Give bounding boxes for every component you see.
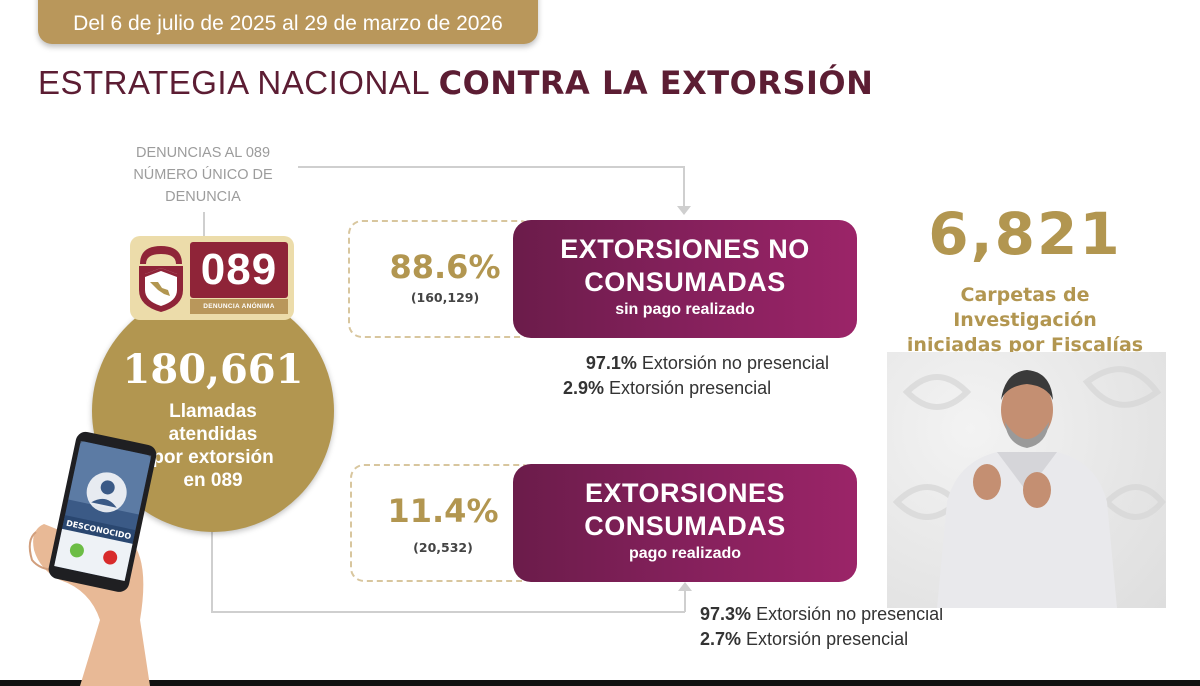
card-title-line: CONSUMADAS (584, 511, 786, 541)
denuncias-label-line: DENUNCIA (165, 189, 241, 205)
calls-desc-line: en 089 (183, 470, 243, 491)
consumadas-breakdown: 97.3% Extorsión no presencial 2.7% Extor… (700, 602, 943, 652)
breakdown-pct: 2.7% (700, 629, 742, 649)
arrow-up-icon (678, 582, 692, 591)
carpetas-desc-line: iniciadas por Fiscalías (906, 334, 1144, 353)
breakdown-pct: 97.1% (585, 353, 637, 373)
breakdown-pct: 2.9% (563, 378, 605, 398)
card-title-line: EXTORSIONES (584, 478, 786, 508)
arrow-down-icon (677, 206, 691, 215)
denuncias-label-line: DENUNCIAS AL 089 (135, 145, 271, 161)
page-title: ESTRATEGIA NACIONAL CONTRA LA EXTORSIÓN (38, 64, 873, 102)
calls-description: Llamadas atendidas por extorsión en 089 (92, 400, 334, 492)
card-title-line: CONSUMADAS (584, 267, 786, 297)
logo-089: 089 DENUNCIA ANÓNIMA (130, 236, 294, 320)
breakdown-row: 2.9% Extorsión presencial (545, 376, 829, 401)
calls-number: 180,661 (122, 346, 304, 393)
card-title-line: EXTORSIONES NO (560, 234, 810, 264)
consumadas-percent: 11.4% (387, 492, 499, 530)
calls-desc-line: atendidas (168, 424, 258, 445)
consumadas-card: EXTORSIONES CONSUMADAS pago realizado (513, 464, 857, 582)
calls-desc-line: Llamadas (169, 401, 257, 422)
breakdown-label: Extorsión no presencial (756, 604, 944, 624)
no-consumadas-card: EXTORSIONES NO CONSUMADAS sin pago reali… (513, 220, 857, 338)
no-consumadas-subtitle: sin pago realizado (615, 301, 755, 318)
connector-label-to-logo (203, 212, 205, 238)
shield-phone-icon (139, 246, 183, 312)
breakdown-pct: 97.3% (700, 604, 752, 624)
title-bold: CONTRA LA EXTORSIÓN (438, 64, 874, 102)
carpetas-description: Carpetas de Investigación iniciadas por … (890, 283, 1160, 353)
carpetas-number: 6,821 (928, 200, 1122, 268)
no-consumadas-title: EXTORSIONES NO CONSUMADAS (513, 233, 857, 299)
connector-bottom-vertical (211, 528, 213, 612)
hand-phone-icon: DESCONOCIDO (28, 431, 157, 686)
consumadas-subtitle: pago realizado (628, 545, 742, 562)
interpreter-figure-icon (892, 366, 1166, 608)
breakdown-label: Extorsión presencial (609, 378, 772, 398)
connector-top-vertical (683, 166, 685, 210)
date-range-text: Del 6 de julio de 2025 al 29 de marzo de… (73, 12, 503, 35)
bottom-bar (0, 680, 1200, 686)
breakdown-label: Extorsión presencial (746, 629, 909, 649)
calls-desc-line: por extorsión (152, 447, 274, 468)
no-consumadas-percent: 88.6% (389, 248, 501, 286)
consumadas-title: EXTORSIONES CONSUMADAS (513, 477, 857, 543)
denuncias-label: DENUNCIAS AL 089 NÚMERO ÚNICO DE DENUNCI… (118, 142, 288, 208)
breakdown-row: 97.3% Extorsión no presencial (700, 602, 943, 627)
phone-illustration: DESCONOCIDO (20, 420, 220, 686)
logo-subtitle: DENUNCIA ANÓNIMA (190, 299, 288, 314)
consumadas-count: (20,532) (413, 540, 473, 555)
date-range-banner: Del 6 de julio de 2025 al 29 de marzo de… (38, 0, 538, 44)
breakdown-row: 2.7% Extorsión presencial (700, 627, 943, 652)
connector-top-horizontal (298, 166, 684, 168)
breakdown-row: 97.1% Extorsión no presencial (545, 351, 829, 376)
connector-bottom-horizontal (211, 611, 685, 613)
carpetas-desc-line: Carpetas de (960, 284, 1090, 306)
sign-language-interpreter-video (887, 352, 1166, 608)
carpetas-desc-line: Investigación (953, 309, 1097, 331)
title-light: ESTRATEGIA NACIONAL (38, 64, 429, 101)
breakdown-label: Extorsión no presencial (641, 353, 829, 373)
no-consumadas-breakdown: 97.1% Extorsión no presencial 2.9% Extor… (545, 351, 829, 401)
connector-bottom-up (684, 588, 686, 612)
no-consumadas-count: (160,129) (410, 290, 480, 305)
logo-number: 089 (190, 242, 288, 298)
denuncias-label-line: NÚMERO ÚNICO DE (133, 167, 273, 183)
